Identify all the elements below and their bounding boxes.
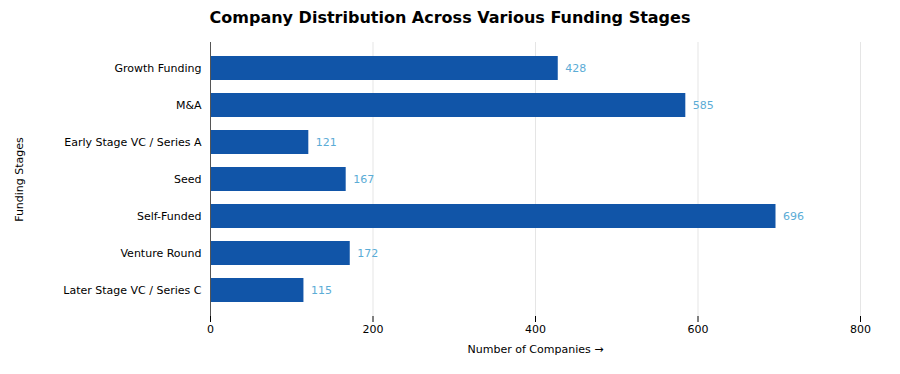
svg-text:696: 696 xyxy=(783,210,804,223)
svg-text:600: 600 xyxy=(688,323,709,336)
svg-text:121: 121 xyxy=(316,136,337,149)
svg-text:M&A: M&A xyxy=(176,99,202,112)
svg-text:428: 428 xyxy=(565,62,586,75)
svg-text:200: 200 xyxy=(363,323,384,336)
svg-text:Seed: Seed xyxy=(174,173,202,186)
svg-text:167: 167 xyxy=(353,173,374,186)
svg-text:585: 585 xyxy=(693,99,714,112)
svg-text:Funding Stages: Funding Stages xyxy=(13,137,26,222)
svg-text:800: 800 xyxy=(850,323,871,336)
svg-text:0: 0 xyxy=(207,323,214,336)
svg-text:Growth Funding: Growth Funding xyxy=(115,62,202,75)
html-text:Company Distribution Across Va: Company Distribution Across Various Fund… xyxy=(209,8,691,27)
svg-text:115: 115 xyxy=(311,284,332,297)
svg-text:Number of Companies →: Number of Companies → xyxy=(468,343,604,356)
svg-text:172: 172 xyxy=(357,247,378,260)
svg-text:Early Stage VC / Series A: Early Stage VC / Series A xyxy=(64,136,202,149)
svg-text:400: 400 xyxy=(525,323,546,336)
svg-text:Later Stage VC / Series C: Later Stage VC / Series C xyxy=(63,284,201,297)
svg-text:Venture Round: Venture Round xyxy=(120,247,201,260)
svg-text:Self-Funded: Self-Funded xyxy=(137,210,201,223)
